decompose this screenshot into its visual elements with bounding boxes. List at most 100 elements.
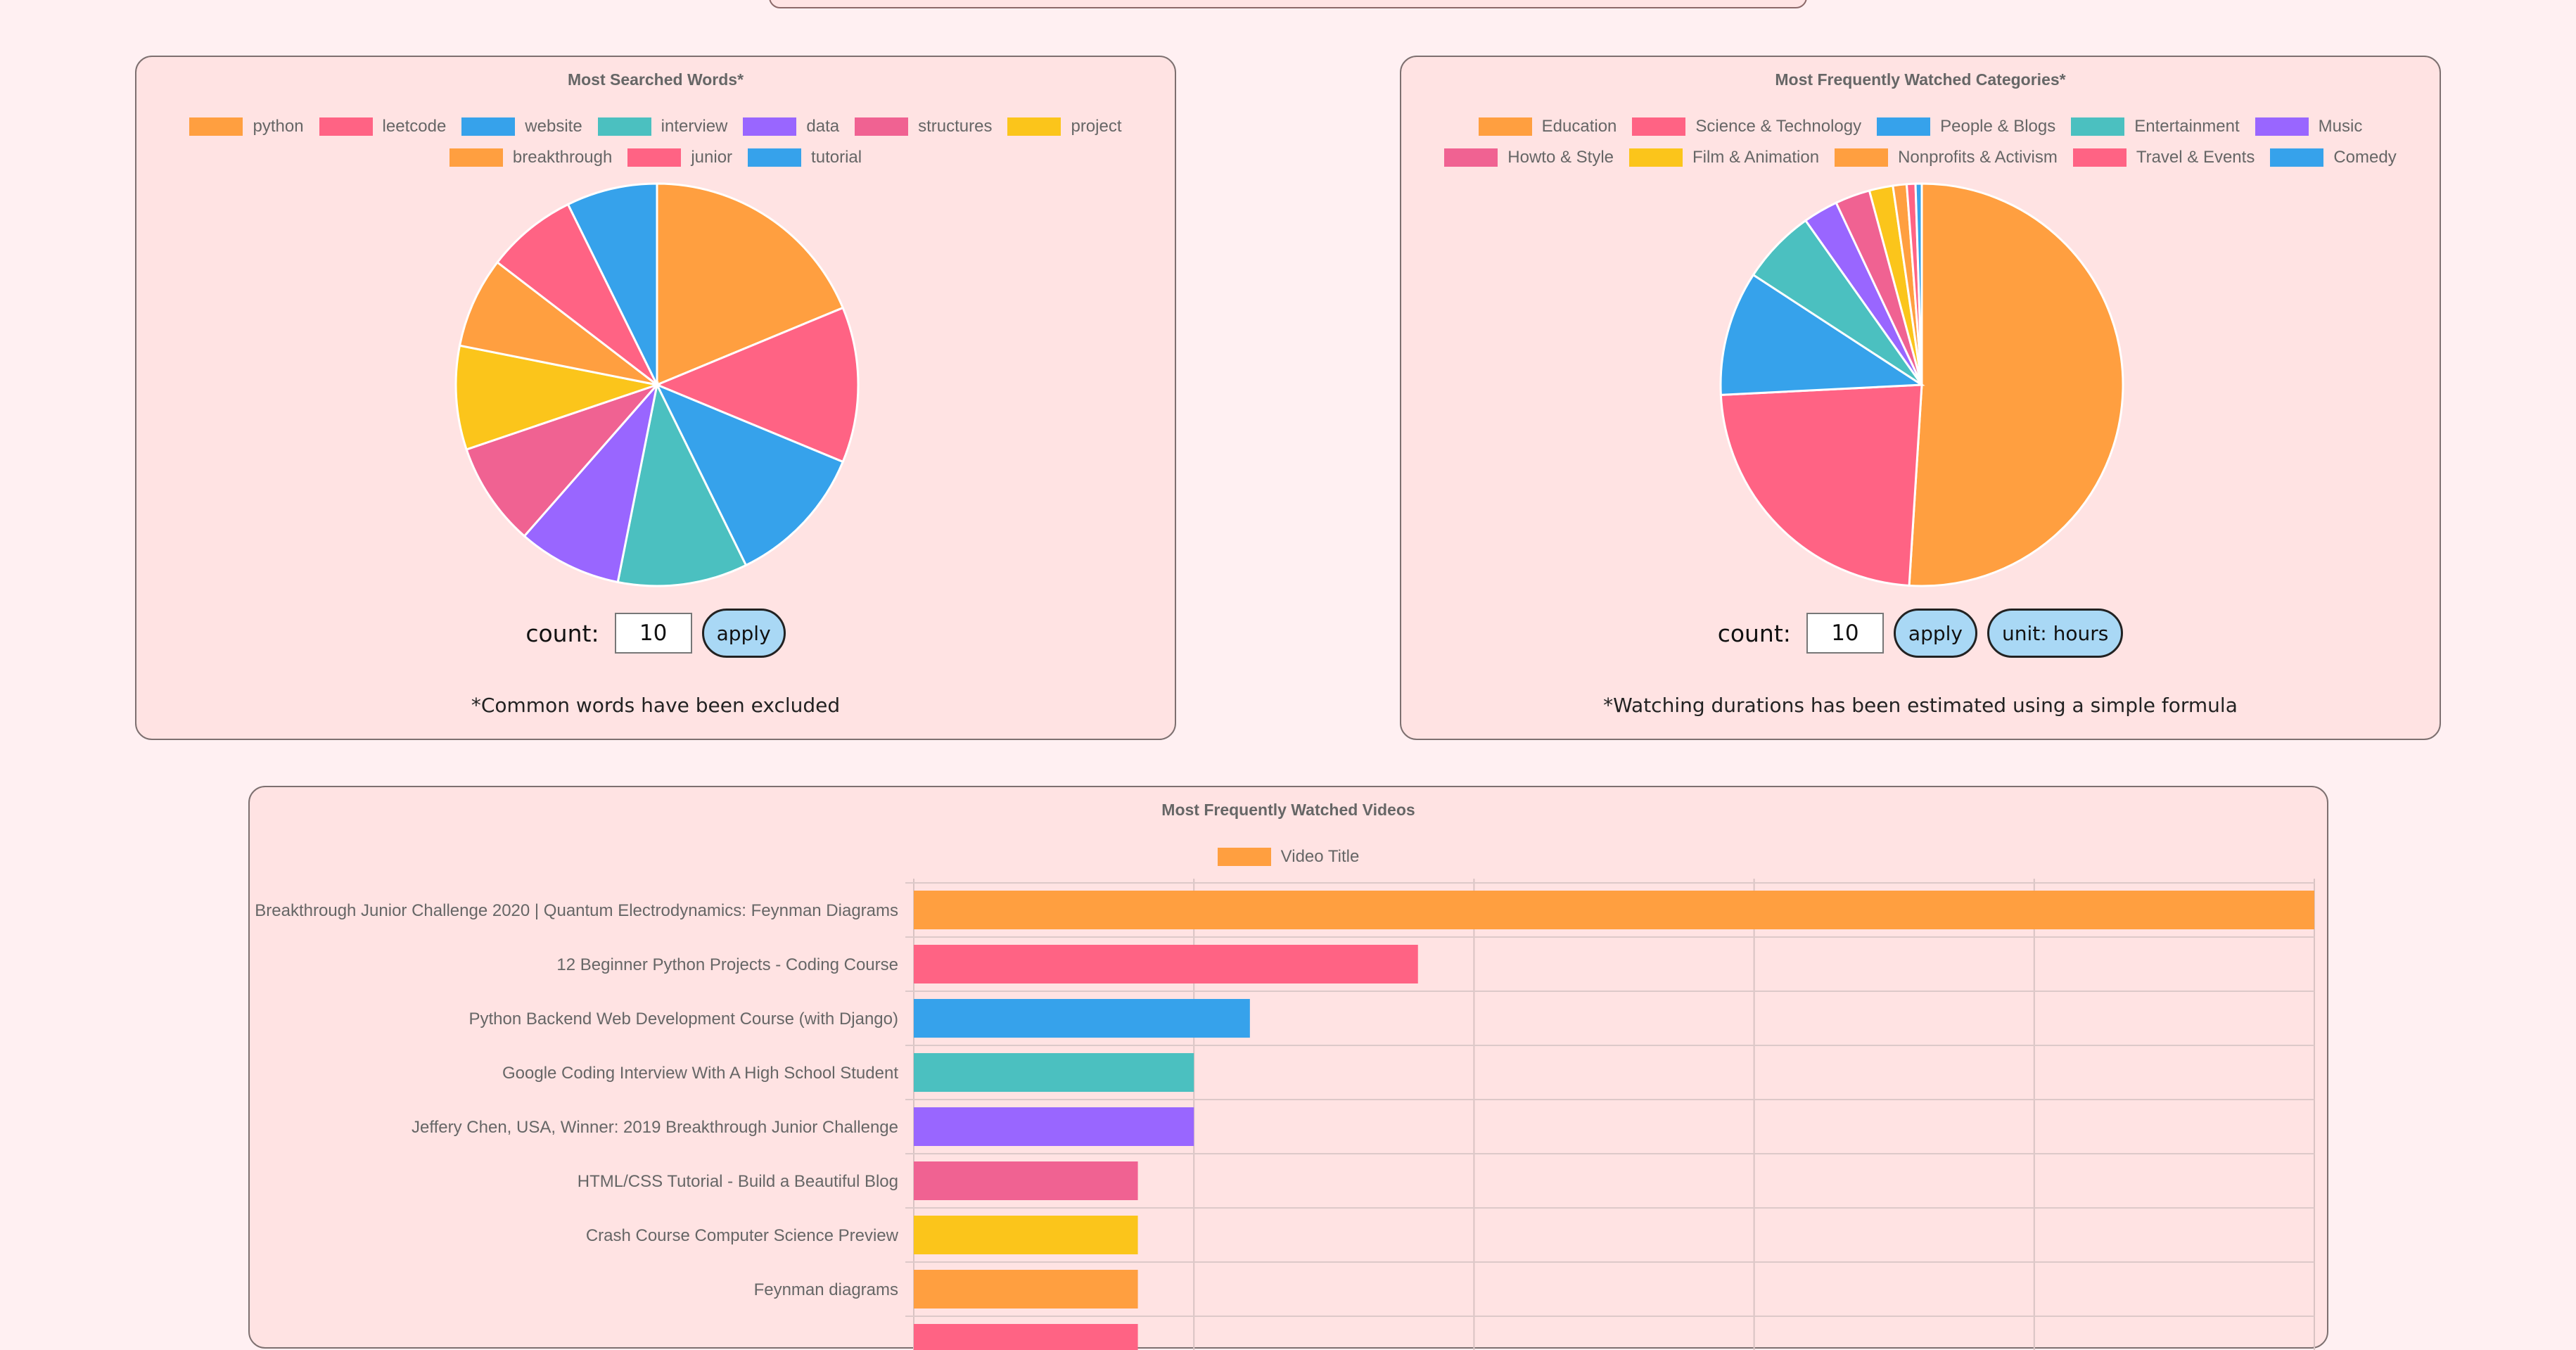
legend-item-people-blogs[interactable]: People & Blogs (1877, 116, 2055, 137)
pie-slice-science-technology[interactable] (1719, 383, 1923, 587)
legend-item-interview[interactable]: interview (597, 116, 727, 137)
pie-slice-junior[interactable] (495, 203, 658, 386)
legend-item-structures[interactable]: structures (855, 116, 992, 137)
y-tick-label: 12 Beginner Python Projects - Coding Cou… (556, 955, 898, 974)
legend-swatch (461, 117, 516, 136)
most-watched-categories-card: Most Frequently Watched Categories* Educ… (1400, 56, 2441, 740)
bar-crash-course-computer-science-preview[interactable] (914, 1216, 1138, 1254)
legend-item-film-animation[interactable]: Film & Animation (1629, 147, 1819, 168)
legend-swatch (2255, 117, 2309, 136)
bar-python-backend-web-development-course-with-django[interactable] (914, 999, 1250, 1038)
unit-toggle-button[interactable]: unit: hours (1987, 609, 2124, 658)
legend-label: Entertainment (2134, 117, 2240, 136)
y-tick-label: Breakthrough Junior Challenge 2020 | Qua… (255, 901, 898, 920)
y-tick-label: HTML/CSS Tutorial - Build a Beautiful Bl… (578, 1172, 898, 1191)
pie-slice-education[interactable] (1908, 182, 2124, 587)
legend-label: junior (691, 148, 733, 167)
legend-label: structures (918, 117, 993, 136)
legend-swatch (1629, 148, 1683, 167)
count-label: count: (525, 619, 599, 647)
chart-title: Most Searched Words* (567, 70, 744, 89)
apply-button[interactable]: apply (701, 609, 786, 658)
most-watched-videos-card: Most Frequently Watched Videos Video Tit… (248, 786, 2328, 1350)
pie-slice-comedy[interactable] (1914, 182, 1923, 386)
legend-item-data[interactable]: data (743, 116, 839, 137)
categories-controls: count: apply unit: hours (1401, 609, 2440, 658)
legend-swatch (855, 117, 909, 136)
y-tick-label: Feynman diagrams (754, 1280, 898, 1299)
bar-jeffery-chen-usa-winner-2019-breakthrough-junior-challenge[interactable] (914, 1107, 1194, 1146)
pie-slice-breakthrough[interactable] (458, 260, 658, 386)
pie-slice-python[interactable] (656, 182, 845, 387)
legend-swatch (1632, 117, 1686, 136)
pie-slice-interview[interactable] (616, 381, 748, 587)
chart-legend: Education Science & Technology People & Bl… (1429, 116, 2411, 168)
chart-legend: Video Title (278, 846, 2299, 867)
count-label: count: (1717, 619, 1791, 647)
chart-title: Most Frequently Watched Videos (1161, 801, 1415, 819)
legend-item-website[interactable]: website (461, 116, 582, 137)
count-input[interactable] (614, 613, 692, 654)
legend-swatch (1478, 117, 1532, 136)
legend-swatch (1444, 148, 1498, 167)
bar-google-coding-interview-with-a-high-school-student[interactable] (914, 1053, 1194, 1092)
legend-item-education[interactable]: Education (1478, 116, 1617, 137)
legend-label: People & Blogs (1940, 117, 2056, 136)
legend-swatch (597, 117, 651, 136)
legend-swatch (1217, 848, 1271, 866)
legend-item-nonprofits-activism[interactable]: Nonprofits & Activism (1835, 147, 2058, 168)
legend-label: Howto & Style (1507, 148, 1614, 167)
legend-item-entertainment[interactable]: Entertainment (2071, 116, 2240, 137)
chart-title: Most Frequently Watched Categories* (1775, 70, 2066, 89)
legend-swatch (627, 148, 682, 167)
legend-item-tutorial[interactable]: tutorial (748, 147, 862, 168)
legend-item-junior[interactable]: junior (627, 147, 732, 168)
categories-footnote: *Watching durations has been estimated u… (1603, 694, 2238, 717)
words-controls: count: apply (136, 609, 1175, 658)
legend-item-python[interactable]: python (189, 116, 304, 137)
legend-item-travel-events[interactable]: Travel & Events (2072, 147, 2255, 168)
count-input[interactable] (1806, 613, 1884, 654)
top-panel-edge (769, 0, 1807, 8)
categories-pie-chart (1719, 182, 2124, 587)
legend-item-comedy[interactable]: Comedy (2270, 147, 2397, 168)
chart-legend: python leetcode website interview data struct… (165, 116, 1147, 168)
bar-html-css-tutorial-build-a-beautiful-blog[interactable] (914, 1161, 1138, 1200)
bar-breakthrough-junior-challenge-2020-quantum-electrodynamics-feynman-diagrams[interactable] (914, 891, 2314, 929)
legend-swatch (1877, 117, 1931, 136)
legend-item-science-technology[interactable]: Science & Technology (1632, 116, 1861, 137)
legend-item-leetcode[interactable]: leetcode (319, 116, 447, 137)
y-tick-label: Jeffery Chen, USA, Winner: 2019 Breakthr… (412, 1118, 898, 1137)
legend-label: Science & Technology (1695, 117, 1862, 136)
bar-12-beginner-python-projects-coding-course[interactable] (914, 945, 1418, 983)
apply-button[interactable]: apply (1893, 609, 1977, 658)
legend-swatch (748, 148, 802, 167)
legend-item-breakthrough[interactable]: breakthrough (449, 147, 612, 168)
pie-slice-tutorial[interactable] (566, 182, 658, 386)
legend-label: Nonprofits & Activism (1898, 148, 2058, 167)
legend-label: Comedy (2333, 148, 2397, 167)
legend-label: website (525, 117, 582, 136)
bar-feynman-diagrams[interactable] (914, 1270, 1138, 1308)
bar-unlabeled[interactable] (914, 1324, 1138, 1350)
legend-item-project[interactable]: project (1007, 116, 1122, 137)
pie-slice-structures[interactable] (465, 382, 661, 538)
legend-item-video-title[interactable]: Video Title (1217, 846, 1360, 867)
pie-slice-data[interactable] (523, 381, 659, 584)
pie-slice-leetcode[interactable] (654, 306, 860, 464)
legend-swatch (449, 148, 503, 167)
pie-slice-people-blogs[interactable] (1719, 273, 1925, 396)
legend-swatch (189, 117, 243, 136)
legend-label: data (806, 117, 840, 136)
legend-swatch (319, 117, 373, 136)
legend-item-music[interactable]: Music (2255, 116, 2362, 137)
legend-item-howto-style[interactable]: Howto & Style (1444, 147, 1614, 168)
legend-label: leetcode (382, 117, 447, 136)
legend-label: project (1071, 117, 1122, 136)
pie-slice-website[interactable] (654, 383, 845, 567)
legend-label: Video Title (1280, 847, 1360, 866)
legend-label: Education (1541, 117, 1617, 136)
legend-swatch (1835, 148, 1889, 167)
legend-label: breakthrough (512, 148, 613, 167)
pie-slice-project[interactable] (454, 344, 661, 451)
